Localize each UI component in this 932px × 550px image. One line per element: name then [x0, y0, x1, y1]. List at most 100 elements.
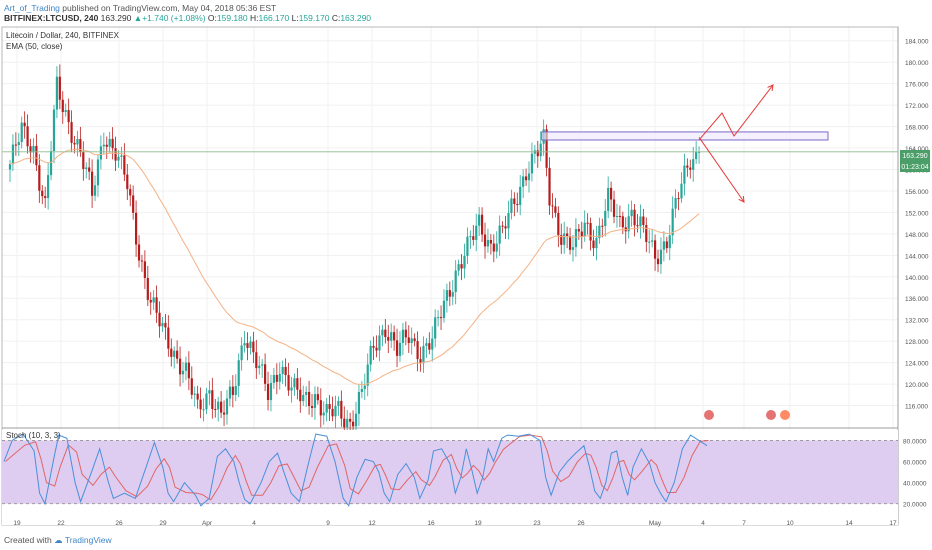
candle-body	[85, 167, 88, 169]
candle-body	[580, 231, 583, 237]
candle-body	[428, 343, 431, 350]
price-tick-label: 184.000	[905, 39, 929, 46]
publish-info: published on TradingView.com, May 04, 20…	[62, 3, 277, 13]
time-tick-label: 29	[159, 520, 167, 527]
candle-body	[269, 382, 273, 401]
projection-arrows	[698, 84, 774, 203]
time-axis: 19 22 26 29 Apr 4 9 12 16 19 23 26 May 4 7 10 14 17	[13, 520, 897, 527]
ema-legend: EMA (50, close)	[6, 42, 63, 51]
candle-body	[574, 229, 578, 248]
price-badge-bg	[900, 150, 930, 161]
candle-body	[442, 300, 446, 319]
candle-body	[208, 390, 211, 394]
candle-body	[211, 390, 214, 409]
candle-body	[671, 208, 674, 236]
candle-body	[275, 375, 278, 382]
candle-body	[61, 99, 64, 113]
candle-body	[557, 212, 560, 236]
candle-body	[217, 401, 220, 410]
candle-body	[170, 348, 173, 357]
candle-body	[225, 398, 229, 415]
price-tick-label: 140.000	[905, 275, 929, 282]
candle-body	[79, 139, 82, 153]
candle-body	[393, 332, 396, 341]
candle-body	[527, 173, 531, 181]
candle-body	[123, 155, 126, 175]
candle-body	[310, 406, 314, 408]
candle-body	[563, 233, 566, 245]
stoch-d-line	[5, 434, 709, 501]
candle-body	[651, 240, 654, 242]
candle-body	[243, 343, 246, 346]
candle-body	[246, 343, 249, 348]
candle-body	[164, 322, 167, 328]
resistance-zone[interactable]	[541, 131, 829, 141]
candle-body	[354, 413, 358, 427]
candle-body	[202, 409, 205, 411]
candle-body	[264, 364, 267, 384]
time-tick-label: 4	[252, 520, 256, 527]
price-tick-label: 128.000	[905, 339, 929, 346]
candle-body	[451, 292, 454, 297]
close-value: 163.290	[340, 13, 372, 23]
bullish-arrow	[698, 84, 774, 141]
candle-body	[431, 338, 434, 350]
candle-body	[398, 342, 402, 356]
candle-body	[313, 394, 317, 408]
candle-body	[548, 167, 551, 206]
candle-body	[49, 151, 53, 176]
candle-body	[659, 249, 663, 265]
candle-body	[536, 150, 539, 157]
high-value: 166.170	[258, 13, 290, 23]
author-link[interactable]: Art_of_Trading	[4, 3, 60, 13]
tradingview-logo-icon: ☁	[54, 535, 63, 545]
price-tick-label: 136.000	[905, 296, 929, 303]
tradingview-link[interactable]: TradingView	[64, 535, 112, 545]
candle-body	[272, 375, 275, 383]
candle-body	[331, 408, 334, 417]
candle-body	[674, 198, 677, 209]
candle-body	[586, 222, 589, 224]
created-with-label: Created with	[4, 535, 52, 545]
candle-body	[187, 362, 190, 379]
candle-body	[231, 386, 234, 395]
candle-body	[601, 225, 604, 227]
candle-body	[404, 329, 407, 338]
price-tick-label: 172.000	[905, 103, 929, 110]
candle-body	[129, 189, 132, 196]
candle-body	[469, 236, 472, 238]
candle-body	[340, 400, 343, 419]
price-tick-label: 132.000	[905, 318, 929, 325]
stoch-axis: 80.0000 60.0000 40.0000 20.0000	[903, 438, 927, 508]
event-icons[interactable]	[704, 410, 790, 420]
candle-body	[70, 122, 73, 143]
candle-body	[639, 216, 642, 227]
candle-body	[240, 345, 243, 361]
candle-body	[492, 243, 495, 252]
time-tick-label: 19	[474, 520, 482, 527]
time-tick-label: 12	[368, 520, 376, 527]
candle-body	[612, 199, 616, 217]
candle-body	[501, 225, 504, 227]
time-tick-label: 14	[845, 520, 853, 527]
candle-body	[261, 364, 264, 366]
candle-body	[498, 225, 501, 244]
candle-body	[463, 255, 466, 269]
price-tick-label: 120.000	[905, 382, 929, 389]
event-icon-3[interactable]	[780, 410, 790, 420]
candle-body	[551, 205, 554, 207]
high-label: H:	[250, 13, 259, 23]
candle-body	[369, 345, 372, 365]
event-icon-1[interactable]	[704, 410, 714, 420]
candle-body	[466, 236, 469, 256]
price-chart[interactable]: 184.000 180.000 176.000 172.000 168.000 164.0…	[0, 25, 932, 533]
candle-body	[677, 198, 680, 200]
candle-body	[472, 236, 475, 240]
event-icon-2[interactable]	[766, 410, 776, 420]
candle-body	[134, 212, 138, 245]
candle-body	[695, 152, 698, 160]
candle-body	[489, 240, 492, 244]
candle-body	[615, 215, 619, 217]
candle-body	[325, 404, 328, 413]
price-tick-label: 152.000	[905, 210, 929, 217]
